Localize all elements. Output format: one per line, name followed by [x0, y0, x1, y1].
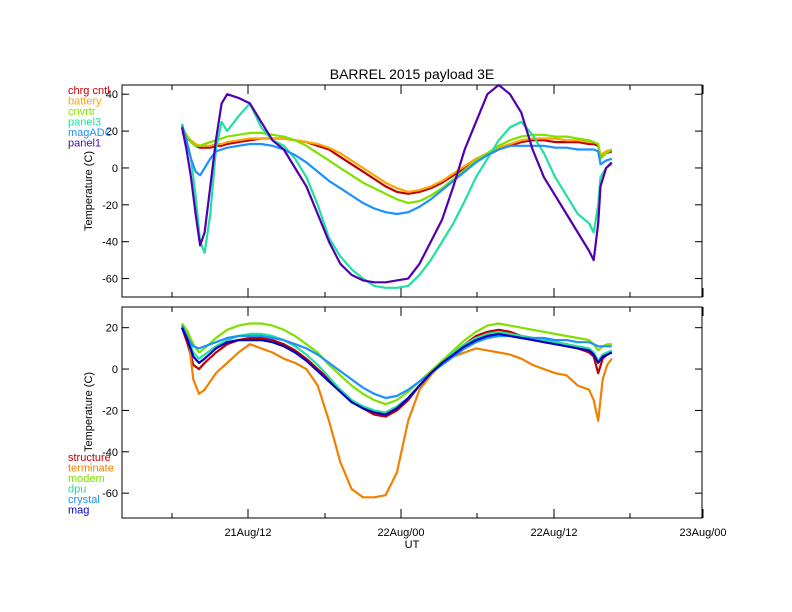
- x-axis-label: UT: [405, 539, 420, 551]
- y-tick-label: -20: [102, 200, 118, 212]
- bottom-panel-ticks: -60 -40 -20 0 20: [102, 307, 704, 518]
- series-line-cnvrtr: [181, 126, 613, 205]
- y-tick-label: -60: [102, 488, 118, 500]
- legend-entry-dpu: dpu: [68, 484, 86, 496]
- x-tick-label-22aug12: 22Aug/12: [530, 527, 577, 539]
- series-line-crystal: [181, 325, 612, 400]
- top-panel: Temperature (C) -60 -40 -20 0 20 40 chrg cntl…: [68, 83, 704, 298]
- series-line-modem: [181, 322, 612, 406]
- x-tick-label-22aug00: 22Aug/00: [377, 527, 424, 539]
- top-panel-ticks: -60 -40 -20 0 20 40: [102, 85, 704, 297]
- legend-entry-modem: modem: [68, 473, 105, 485]
- legend-entry-magadc: magADC: [68, 127, 113, 139]
- y-tick-label: -40: [102, 237, 118, 249]
- legend-entry-chrg-cntl: chrg cntl: [68, 85, 110, 97]
- series-line-battery: [181, 132, 613, 193]
- y-tick-label: 40: [106, 89, 118, 101]
- bottom-panel-frame: [121, 306, 703, 519]
- top-panel-frame: [121, 84, 703, 298]
- bottom-panel-series: [180, 322, 613, 499]
- legend-entry-panel1: panel1: [68, 138, 101, 150]
- y-tick-label: 20: [106, 126, 118, 138]
- top-panel-series: [180, 83, 613, 289]
- y-tick-label: 0: [112, 163, 118, 175]
- legend-entry-structure: structure: [68, 452, 111, 464]
- series-line-chrg-cntl: [181, 132, 613, 195]
- bottom-panel: Temperature (C) -60 -40 -20 0 20 structurete…: [68, 306, 704, 519]
- y-tick-label: 0: [112, 364, 118, 376]
- legend-entry-panel3: panel3: [68, 117, 101, 129]
- x-tick-label-21aug12: 21Aug/12: [224, 527, 271, 539]
- legend-entry-crystal: crystal: [68, 494, 100, 506]
- legend-entry-battery: battery: [68, 96, 102, 108]
- y-tick-label: -60: [102, 274, 118, 286]
- legend-entry-mag: mag: [68, 505, 89, 517]
- series-line-mag: [181, 327, 613, 416]
- top-panel-ylabel: Temperature (C): [83, 151, 95, 231]
- series-line-terminate: [181, 322, 613, 499]
- chart-title: BARREL 2015 payload 3E: [330, 66, 494, 82]
- bottom-panel-ylabel: Temperature (C): [83, 372, 95, 452]
- legend-entry-cnvrtr: cnvrtr: [68, 106, 96, 118]
- series-line-panel3: [180, 102, 613, 289]
- y-tick-label: -40: [102, 447, 118, 459]
- y-tick-label: -20: [102, 405, 118, 417]
- series-line-panel1: [180, 83, 613, 284]
- y-tick-label: 20: [106, 323, 118, 335]
- series-line-magadc: [180, 125, 613, 216]
- legend-entry-terminate: terminate: [68, 463, 114, 475]
- x-tick-label-23aug00: 23Aug/00: [679, 527, 726, 539]
